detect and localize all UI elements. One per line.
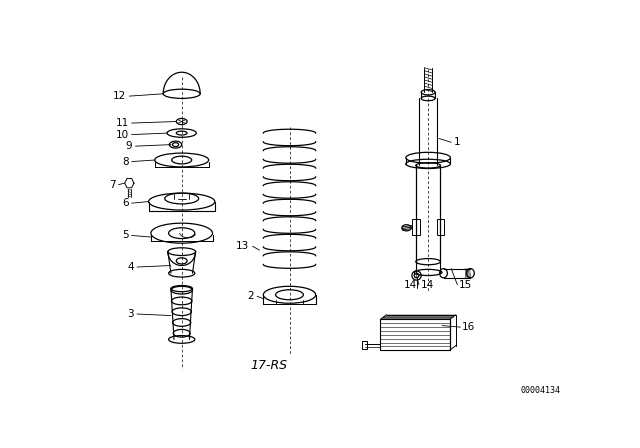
Text: 6: 6 [122, 198, 129, 208]
Bar [436, 220, 444, 235]
Text: 16: 16 [462, 322, 476, 332]
Text: 14: 14 [404, 280, 417, 290]
Text: 10: 10 [115, 129, 129, 140]
Text: 11: 11 [115, 118, 129, 128]
Bar [412, 220, 420, 235]
Text: 1: 1 [454, 137, 461, 147]
Text: 5: 5 [122, 230, 129, 241]
Text: 00004134: 00004134 [520, 386, 561, 395]
Text: 13: 13 [236, 241, 250, 251]
Text: 14: 14 [420, 280, 434, 290]
Bar [380, 319, 450, 350]
Text: 17-RS: 17-RS [250, 359, 287, 372]
Text: 3: 3 [127, 309, 134, 319]
Text: 4: 4 [127, 262, 134, 272]
Text: 2: 2 [248, 291, 254, 302]
Text: 12: 12 [113, 91, 126, 101]
Text: 7: 7 [109, 180, 115, 190]
Text: 8: 8 [122, 156, 129, 167]
Text: 15: 15 [459, 280, 472, 290]
Text: 9: 9 [126, 141, 132, 151]
Bar [362, 341, 367, 349]
